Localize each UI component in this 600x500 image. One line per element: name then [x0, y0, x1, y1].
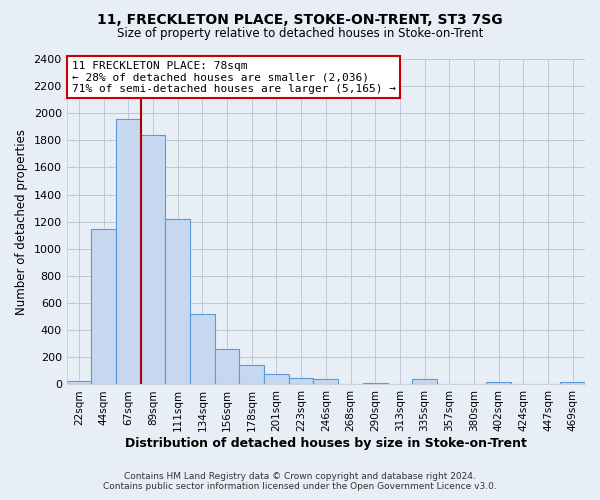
Bar — [141, 135, 166, 384]
Text: Size of property relative to detached houses in Stoke-on-Trent: Size of property relative to detached ho… — [117, 28, 483, 40]
Bar — [67, 381, 91, 384]
Bar — [289, 378, 313, 384]
Bar — [486, 382, 511, 384]
Text: 11 FRECKLETON PLACE: 78sqm
← 28% of detached houses are smaller (2,036)
71% of s: 11 FRECKLETON PLACE: 78sqm ← 28% of deta… — [72, 60, 396, 94]
Bar — [560, 382, 585, 384]
Bar — [264, 374, 289, 384]
Bar — [116, 118, 141, 384]
Bar — [412, 379, 437, 384]
X-axis label: Distribution of detached houses by size in Stoke-on-Trent: Distribution of detached houses by size … — [125, 437, 527, 450]
Bar — [215, 348, 239, 384]
Bar — [363, 383, 388, 384]
Bar — [190, 314, 215, 384]
Bar — [313, 379, 338, 384]
Text: Contains HM Land Registry data © Crown copyright and database right 2024.
Contai: Contains HM Land Registry data © Crown c… — [103, 472, 497, 491]
Bar — [239, 365, 264, 384]
Bar — [166, 219, 190, 384]
Y-axis label: Number of detached properties: Number of detached properties — [15, 128, 28, 314]
Text: 11, FRECKLETON PLACE, STOKE-ON-TRENT, ST3 7SG: 11, FRECKLETON PLACE, STOKE-ON-TRENT, ST… — [97, 12, 503, 26]
Bar — [91, 228, 116, 384]
